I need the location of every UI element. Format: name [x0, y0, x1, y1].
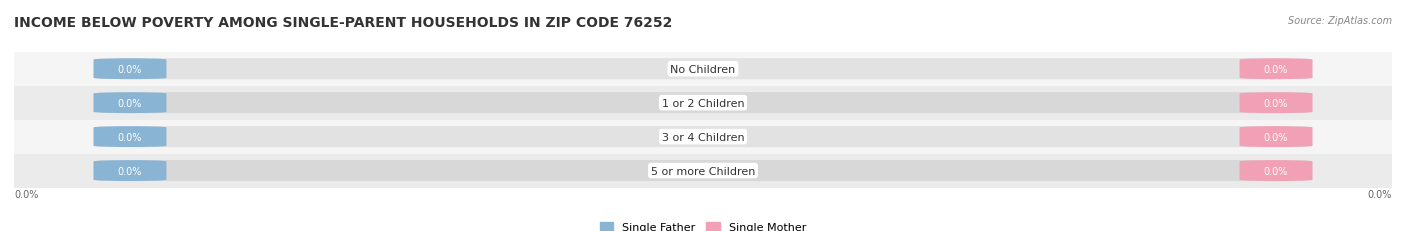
Text: 3 or 4 Children: 3 or 4 Children [662, 132, 744, 142]
Bar [14, 120, 1392, 154]
FancyBboxPatch shape [1240, 93, 1312, 114]
Text: 0.0%: 0.0% [118, 132, 142, 142]
Text: 0.0%: 0.0% [118, 98, 142, 108]
FancyBboxPatch shape [1240, 59, 1312, 80]
Bar [14, 52, 1392, 86]
Text: 0.0%: 0.0% [1368, 189, 1392, 199]
Bar [14, 86, 1392, 120]
Text: 0.0%: 0.0% [118, 64, 142, 74]
Text: Source: ZipAtlas.com: Source: ZipAtlas.com [1288, 16, 1392, 26]
FancyBboxPatch shape [94, 160, 166, 181]
Text: 0.0%: 0.0% [1264, 132, 1288, 142]
Text: INCOME BELOW POVERTY AMONG SINGLE-PARENT HOUSEHOLDS IN ZIP CODE 76252: INCOME BELOW POVERTY AMONG SINGLE-PARENT… [14, 16, 672, 30]
Legend: Single Father, Single Mother: Single Father, Single Mother [596, 217, 810, 231]
FancyBboxPatch shape [94, 93, 1312, 114]
Text: No Children: No Children [671, 64, 735, 74]
Text: 0.0%: 0.0% [14, 189, 38, 199]
Text: 0.0%: 0.0% [1264, 64, 1288, 74]
FancyBboxPatch shape [94, 93, 166, 114]
Text: 1 or 2 Children: 1 or 2 Children [662, 98, 744, 108]
FancyBboxPatch shape [94, 160, 1312, 181]
FancyBboxPatch shape [94, 127, 1312, 148]
Bar [14, 154, 1392, 188]
Text: 0.0%: 0.0% [1264, 98, 1288, 108]
FancyBboxPatch shape [94, 59, 166, 80]
Text: 5 or more Children: 5 or more Children [651, 166, 755, 176]
FancyBboxPatch shape [1240, 127, 1312, 148]
FancyBboxPatch shape [94, 59, 1312, 80]
FancyBboxPatch shape [1240, 160, 1312, 181]
FancyBboxPatch shape [94, 127, 166, 148]
Text: 0.0%: 0.0% [1264, 166, 1288, 176]
Text: 0.0%: 0.0% [118, 166, 142, 176]
